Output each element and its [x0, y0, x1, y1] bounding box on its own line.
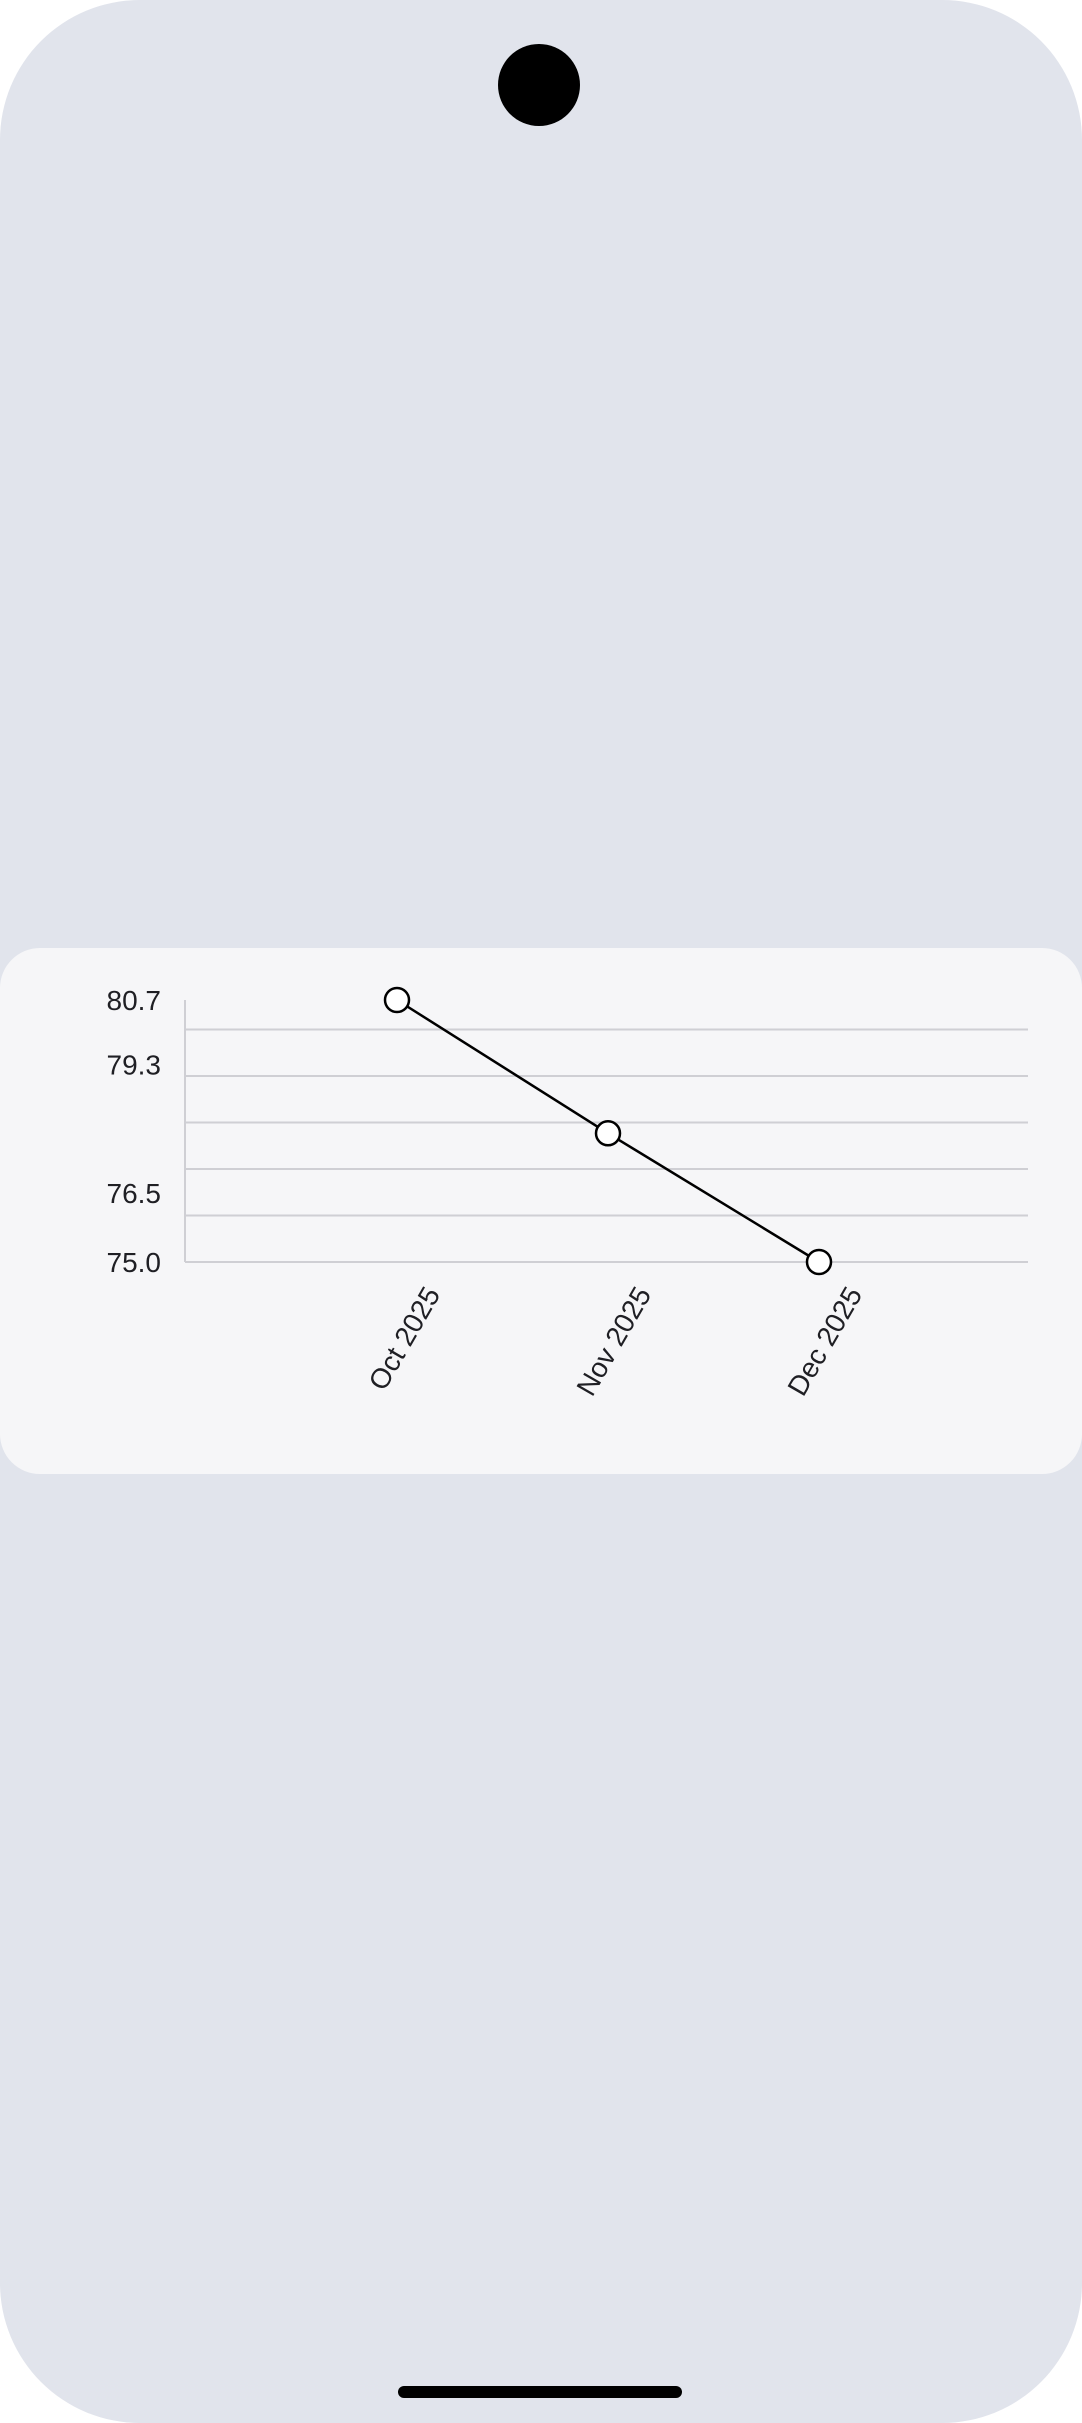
x-tick-label: Nov 2025 — [570, 1282, 657, 1401]
data-point — [805, 1248, 833, 1276]
camera-cutout — [498, 44, 580, 126]
chart-card: 80.7 79.3 76.5 75.0 Oct 2025 Nov 2025 Dec 2025 — [0, 948, 1082, 1474]
y-tick-label: 80.7 — [107, 985, 162, 1016]
y-tick-label: 79.3 — [107, 1049, 162, 1080]
y-tick-label: 76.5 — [107, 1178, 162, 1209]
line-chart: 80.7 79.3 76.5 75.0 Oct 2025 Nov 2025 Dec 2025 — [107, 985, 1028, 1401]
x-tick-label: Dec 2025 — [781, 1282, 868, 1401]
data-point — [594, 1120, 622, 1147]
y-tick-label: 75.0 — [107, 1247, 162, 1278]
home-indicator[interactable] — [398, 2386, 682, 2398]
data-point — [383, 986, 411, 1014]
x-tick-label: Oct 2025 — [363, 1282, 447, 1396]
